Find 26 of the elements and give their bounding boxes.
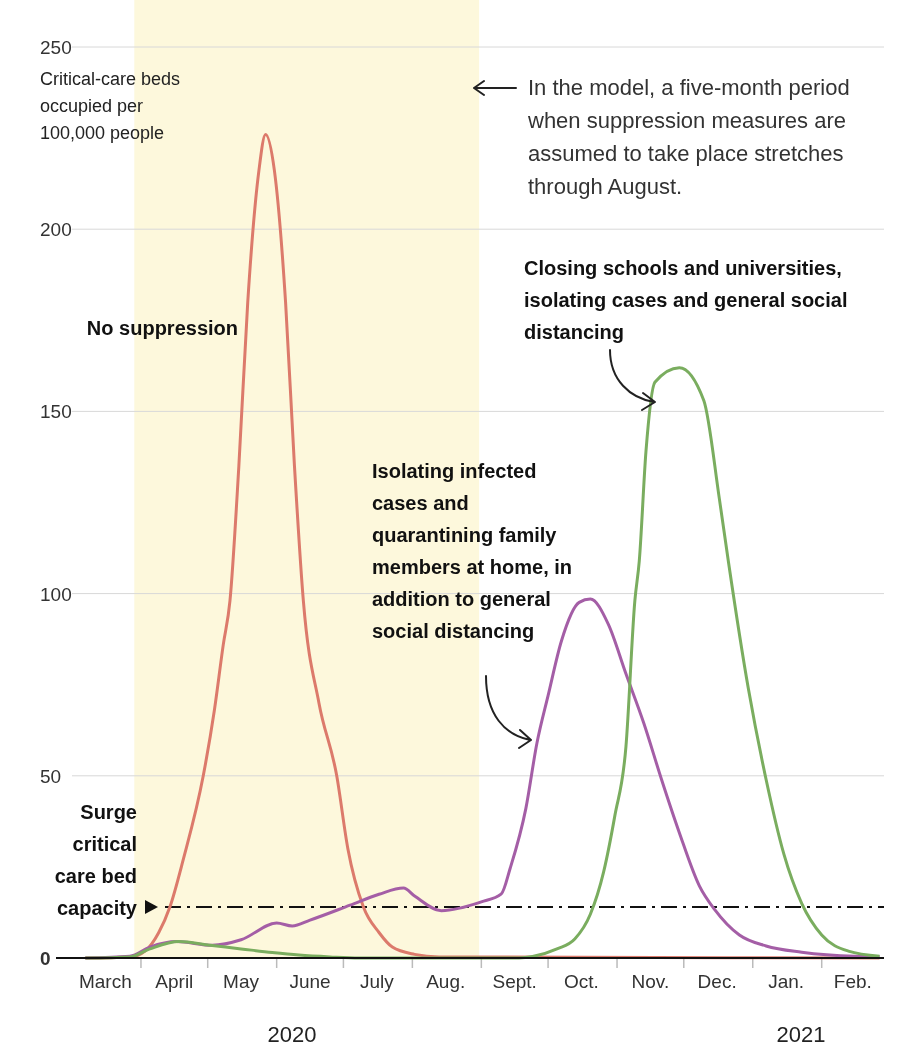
x-tick-label: Aug. bbox=[426, 971, 466, 992]
x-tick-label: Dec. bbox=[697, 971, 737, 992]
y-tick-label: 0 bbox=[40, 948, 51, 969]
x-tick-label: June bbox=[289, 971, 331, 992]
x-tick-label: Sept. bbox=[492, 971, 537, 992]
y-axis-title: Critical-care beds occupied per 100,000 people bbox=[40, 69, 181, 143]
y-tick-label: 150 bbox=[40, 401, 72, 423]
x-tick-label: May bbox=[223, 971, 260, 992]
x-tick-label: Nov. bbox=[631, 971, 670, 992]
x-tick-label: April bbox=[155, 971, 194, 992]
text: Closing schools and universities, isolating cases and general social distancing bbox=[524, 257, 848, 343]
y-tick-label: 100 bbox=[40, 583, 72, 605]
band-label: In the model, a five-month period when suppression measures are assumed to take place stretches through August. bbox=[527, 75, 850, 199]
series-label: Isolating infected cases and quarantining family members at home, in addition to general social distancing bbox=[372, 460, 573, 642]
y-tick-label: 200 bbox=[40, 219, 72, 241]
x-tick-label: Jan. bbox=[768, 971, 805, 992]
ref-line-label: Surge critical care bed capacity bbox=[54, 800, 138, 919]
x-tick-label: March bbox=[78, 971, 132, 992]
x-tick-label: Oct. bbox=[564, 971, 599, 992]
y-tick-label: 250 bbox=[40, 37, 72, 58]
x-tick-label: July bbox=[359, 971, 395, 992]
text: 2021 bbox=[776, 1022, 826, 1047]
series-label: No suppression bbox=[86, 317, 238, 339]
text: 2020 bbox=[267, 1022, 317, 1047]
y-tick-label: 50 bbox=[40, 765, 62, 787]
x-tick-label: Feb. bbox=[833, 971, 872, 992]
